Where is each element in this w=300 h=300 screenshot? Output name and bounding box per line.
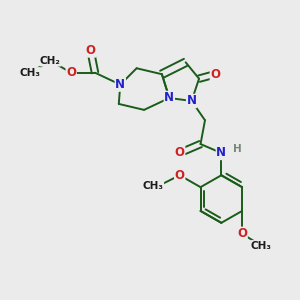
Text: H: H — [233, 143, 242, 154]
Text: N: N — [187, 94, 196, 107]
Text: N: N — [164, 92, 174, 104]
Text: O: O — [85, 44, 96, 57]
Text: O: O — [210, 68, 220, 81]
Text: CH₂: CH₂ — [40, 56, 61, 66]
Text: O: O — [175, 169, 185, 182]
Text: CH₃: CH₃ — [142, 181, 164, 191]
Text: CH₃: CH₃ — [251, 241, 272, 251]
Text: O: O — [66, 66, 76, 79]
Text: CH₃: CH₃ — [19, 68, 40, 78]
Text: O: O — [237, 227, 247, 240]
Text: O: O — [175, 146, 185, 160]
Text: N: N — [115, 78, 125, 91]
Text: N: N — [216, 146, 226, 160]
